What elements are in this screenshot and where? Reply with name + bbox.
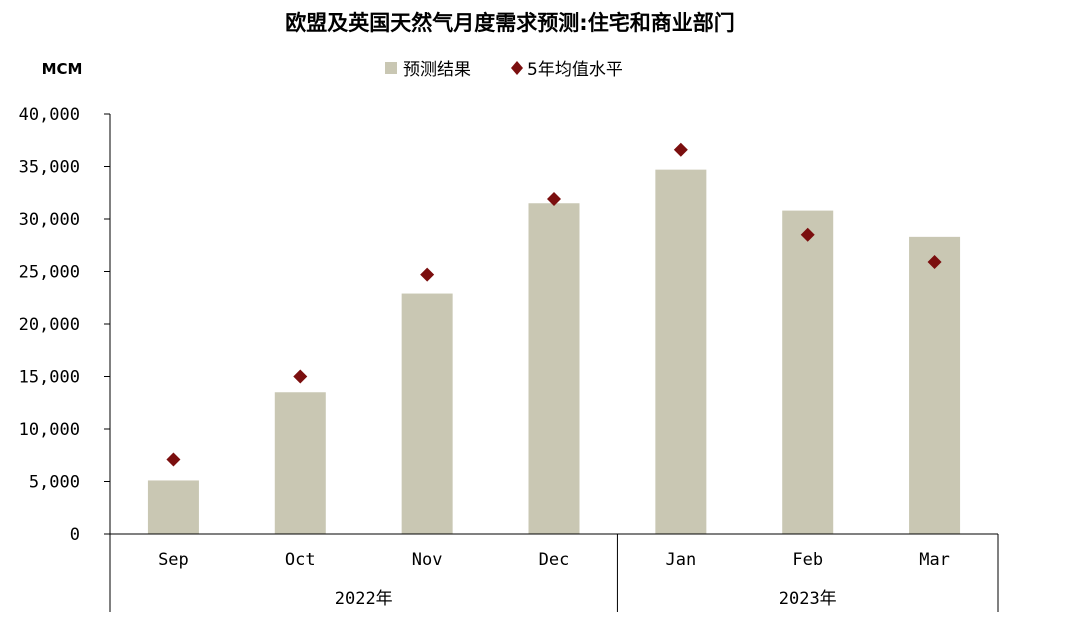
bar-sep: [147, 480, 199, 534]
y-axis: 0 5,000 10,000 15,000 20,000 25,000 30,000 35,0…: [19, 105, 111, 545]
x-tick-label: Oct: [285, 550, 316, 570]
avg-marker-oct: [293, 369, 308, 384]
legend: 预测结果 5年均值水平: [385, 60, 623, 80]
y-tick-label: 15,000: [19, 368, 80, 388]
legend-diamond-marker: [511, 61, 523, 75]
y-tick-label: 10,000: [19, 420, 80, 440]
chart-title: 欧盟及英国天然气月度需求预测:住宅和商业部门: [285, 11, 734, 35]
bar-dec: [528, 203, 580, 534]
bars: [147, 169, 961, 534]
bar-nov: [401, 293, 453, 534]
y-tick-label: 5,000: [29, 473, 80, 493]
y-tick-label: 40,000: [19, 105, 80, 125]
y-tick-label: 30,000: [19, 210, 80, 230]
legend-diamond-label: 5年均值水平: [527, 60, 623, 80]
avg-markers: [166, 142, 942, 467]
x-tick-label: Sep: [158, 550, 189, 570]
avg-marker-jan: [673, 142, 688, 157]
bar-jan: [655, 169, 707, 534]
y-axis-unit: MCM: [42, 60, 83, 78]
x-tick-label: Mar: [919, 550, 950, 570]
legend-bar-label: 预测结果: [403, 60, 471, 80]
x-tick-label: Feb: [792, 550, 823, 570]
y-tick-label: 0: [70, 525, 80, 545]
avg-marker-sep: [166, 452, 181, 467]
bar-mar: [909, 236, 961, 534]
x-tick-label: Nov: [412, 550, 443, 570]
x-tick-label: Dec: [539, 550, 570, 570]
avg-marker-nov: [420, 267, 435, 282]
x-axis: Sep Oct Nov Dec Jan Feb Mar 2022年 2023年: [109, 533, 999, 612]
legend-bar-swatch: [385, 62, 397, 74]
avg-marker-feb: [800, 227, 815, 242]
x-group-label: 2023年: [779, 589, 837, 609]
avg-marker-mar: [927, 255, 942, 270]
y-tick-label: 25,000: [19, 263, 80, 283]
avg-marker-dec: [547, 192, 561, 207]
x-tick-label: Jan: [665, 550, 696, 570]
bar-feb: [782, 210, 834, 534]
y-tick-label: 20,000: [19, 315, 80, 335]
bar-oct: [274, 392, 326, 534]
y-tick-label: 35,000: [19, 158, 80, 178]
x-group-label: 2022年: [335, 589, 393, 609]
